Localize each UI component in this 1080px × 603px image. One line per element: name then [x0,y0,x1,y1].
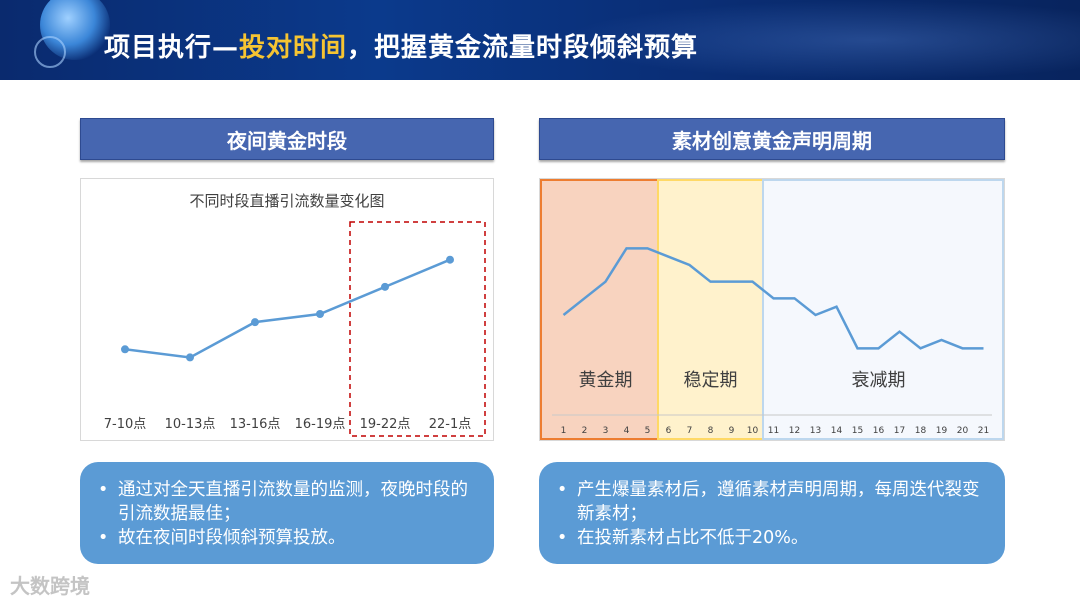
x-tick-label-18: 18 [915,426,927,436]
phase-label-1: 黄金期 [579,370,633,391]
title-prefix: 项目执行— [104,33,240,63]
x-tick-label-15: 15 [852,426,863,436]
x-tick-label-2: 2 [582,426,588,436]
title-highlight: 投对时间 [239,33,348,63]
x-tick-label-3: 3 [603,426,609,436]
x-tick-label-3: 13-16点 [230,417,281,432]
x-tick-label-20: 20 [957,426,969,436]
phase-band-3 [762,179,1004,440]
x-tick-label-5: 19-22点 [360,417,411,432]
x-tick-label-4: 4 [624,426,630,436]
lifecycle-line-chart: 1 2 3 4 5 6 7 8 9 10 11 12 13 14 15 16 17 18 19 20 21黄金期 稳定期衰… [540,179,1004,440]
x-tick-label-16: 16 [873,426,885,436]
series-line [124,258,451,359]
x-tick-label-6: 22-1点 [429,417,472,432]
data-point-1 [121,345,129,354]
x-tick-label-7: 7 [687,426,693,436]
data-point-5 [381,282,389,291]
title-banner: 项目执行—投对时间，把握黄金流量时段倾斜预算 [0,0,1080,80]
page-title: 项目执行—投对时间，把握黄金流量时段倾斜预算 [104,27,698,64]
data-point-6 [446,255,454,264]
x-tick-label-8: 8 [708,426,714,436]
x-tick-label-9: 9 [729,426,735,436]
x-tick-label-2: 10-13点 [165,417,216,432]
x-tick-label-1: 7-10点 [104,417,147,432]
x-tick-label-1: 1 [561,426,567,436]
x-tick-label-19: 19 [936,426,948,436]
x-tick-label-14: 14 [831,426,843,436]
data-point-3 [251,318,259,327]
data-point-4 [316,310,324,318]
lifecycle-chart-panel: 1 2 3 4 5 6 7 8 9 10 11 12 13 14 15 16 17 18 19 20 21 黄金期 稳定期衰… [539,178,1005,441]
left-section-header: 夜间黄金时段 [80,118,494,160]
x-tick-label-4: 16-19点 [295,417,346,432]
phase-band-2 [657,179,764,440]
phase-label-2: 稳定期 [684,370,738,391]
x-tick-label-12: 12 [789,426,800,436]
x-tick-label-6: 6 [666,426,672,436]
phase-band-1 [540,179,659,440]
right-bullet-1: 产生爆量素材后，遵循素材声明周期，每周迭代裂变新素材； [557,478,985,526]
decor-ring [34,36,66,68]
left-summary-box: 通过对全天直播引流数量的监测，夜晚时段的引流数据最佳； 故在夜间时段倾斜预算投放… [80,462,494,564]
x-tick-label-21: 21 [978,426,989,436]
x-tick-label-5: 5 [645,426,651,436]
data-point-2 [186,353,194,362]
traffic-chart-panel: 不同时段直播引流数量变化图 7-10点 10-13点 13-16点 16-19点 19-2… [80,178,494,441]
phase-label-3: 衰减期 [852,370,906,391]
x-tick-label-11: 11 [768,426,779,436]
right-section-header: 素材创意黄金声明周期 [539,118,1005,160]
traffic-line-chart: 不同时段直播引流数量变化图 7-10点 10-13点 13-16点 16-19点 19-2… [104,192,486,437]
left-bullet-2: 故在夜间时段倾斜预算投放。 [98,526,474,550]
title-suffix: ，把握黄金流量时段倾斜预算 [347,33,699,63]
x-tick-label-13: 13 [810,426,821,436]
x-tick-label-10: 10 [747,426,759,436]
right-bullet-2: 在投新素材占比不低于20%。 [557,526,985,550]
watermark: 大数跨境 [10,574,90,598]
highlight-box [349,221,486,437]
chart-title: 不同时段直播引流数量变化图 [189,192,384,210]
decor-sheen [560,0,1080,80]
right-summary-box: 产生爆量素材后，遵循素材声明周期，每周迭代裂变新素材； 在投新素材占比不低于20… [539,462,1005,564]
left-bullet-1: 通过对全天直播引流数量的监测，夜晚时段的引流数据最佳； [98,478,474,526]
x-tick-label-17: 17 [894,426,905,436]
